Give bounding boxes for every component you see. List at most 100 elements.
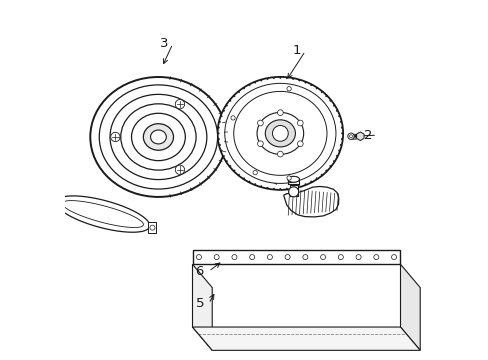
Circle shape	[341, 133, 342, 134]
Circle shape	[340, 144, 341, 146]
Circle shape	[257, 141, 263, 147]
Circle shape	[391, 255, 396, 260]
Circle shape	[277, 110, 283, 116]
Circle shape	[110, 132, 120, 141]
Circle shape	[221, 116, 222, 117]
Circle shape	[329, 165, 330, 167]
Circle shape	[335, 155, 337, 157]
Circle shape	[219, 144, 220, 146]
Circle shape	[355, 255, 360, 260]
Circle shape	[338, 150, 339, 151]
Circle shape	[298, 185, 300, 187]
Circle shape	[315, 87, 317, 89]
Circle shape	[267, 255, 272, 260]
Circle shape	[288, 187, 298, 197]
Polygon shape	[192, 264, 212, 350]
Circle shape	[223, 155, 224, 157]
Ellipse shape	[217, 77, 343, 190]
Circle shape	[221, 150, 222, 151]
Circle shape	[254, 184, 255, 185]
Circle shape	[310, 85, 311, 86]
Circle shape	[243, 178, 244, 179]
Circle shape	[302, 255, 307, 260]
Circle shape	[252, 171, 257, 175]
Circle shape	[285, 77, 287, 79]
Ellipse shape	[150, 130, 166, 144]
Circle shape	[285, 188, 287, 189]
Ellipse shape	[257, 112, 303, 154]
Text: 1: 1	[292, 44, 300, 57]
Circle shape	[304, 184, 305, 185]
Circle shape	[225, 161, 227, 162]
Circle shape	[273, 188, 274, 189]
Text: 7: 7	[256, 168, 264, 181]
Circle shape	[304, 82, 305, 83]
Polygon shape	[192, 250, 400, 264]
Circle shape	[286, 87, 291, 91]
Circle shape	[214, 255, 219, 260]
Circle shape	[175, 165, 184, 175]
Circle shape	[373, 255, 378, 260]
Text: 2: 2	[363, 129, 372, 142]
Circle shape	[229, 165, 231, 167]
Circle shape	[218, 139, 219, 140]
Circle shape	[338, 116, 339, 117]
Polygon shape	[49, 194, 58, 205]
Circle shape	[332, 161, 334, 162]
Circle shape	[310, 181, 311, 182]
Polygon shape	[400, 264, 419, 350]
Circle shape	[320, 255, 325, 260]
Circle shape	[349, 135, 352, 138]
Circle shape	[341, 139, 342, 140]
Circle shape	[285, 255, 289, 260]
Ellipse shape	[224, 84, 335, 183]
Circle shape	[266, 78, 268, 80]
Circle shape	[325, 170, 326, 171]
Circle shape	[338, 255, 343, 260]
Circle shape	[217, 133, 219, 134]
Circle shape	[272, 126, 287, 141]
Circle shape	[320, 174, 322, 175]
Polygon shape	[147, 222, 156, 233]
Circle shape	[335, 110, 337, 112]
Ellipse shape	[121, 104, 196, 170]
Polygon shape	[356, 132, 363, 140]
Circle shape	[196, 255, 201, 260]
Circle shape	[341, 127, 342, 128]
Ellipse shape	[287, 176, 299, 182]
Circle shape	[260, 185, 262, 187]
Text: 3: 3	[159, 37, 168, 50]
Circle shape	[249, 255, 254, 260]
Circle shape	[230, 116, 235, 120]
Text: 6: 6	[195, 265, 203, 278]
Circle shape	[231, 255, 237, 260]
Circle shape	[347, 133, 353, 139]
Circle shape	[286, 176, 291, 180]
Circle shape	[257, 120, 263, 126]
Circle shape	[292, 187, 293, 189]
Circle shape	[292, 78, 293, 80]
Circle shape	[254, 82, 255, 83]
Circle shape	[219, 121, 220, 122]
Ellipse shape	[233, 91, 326, 175]
Circle shape	[340, 121, 341, 122]
Circle shape	[260, 80, 262, 81]
Text: 4: 4	[117, 222, 125, 235]
Circle shape	[225, 105, 227, 106]
Text: 5: 5	[195, 297, 203, 310]
Polygon shape	[62, 201, 143, 228]
Circle shape	[277, 151, 283, 157]
Circle shape	[297, 120, 303, 126]
Circle shape	[266, 187, 268, 189]
Circle shape	[238, 91, 239, 93]
Circle shape	[229, 100, 231, 102]
Ellipse shape	[287, 176, 299, 182]
Circle shape	[279, 77, 281, 78]
Polygon shape	[289, 185, 297, 196]
Circle shape	[298, 80, 300, 81]
Circle shape	[332, 105, 334, 106]
Ellipse shape	[110, 94, 206, 180]
Circle shape	[273, 77, 274, 79]
Circle shape	[238, 174, 239, 175]
Circle shape	[51, 197, 56, 202]
